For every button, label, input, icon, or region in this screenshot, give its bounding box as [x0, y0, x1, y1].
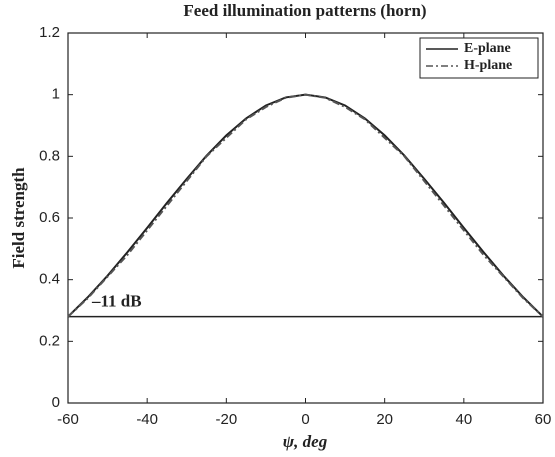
- plot-frame: [67, 32, 544, 404]
- x-tick-label: -20: [215, 411, 237, 428]
- y-tick-label: 0.4: [39, 271, 60, 288]
- y-tick-label: 0.2: [39, 332, 60, 349]
- chart-title: Feed illumination patterns (horn): [183, 1, 426, 20]
- y-tick-label: 1.2: [39, 24, 60, 41]
- legend-box: [419, 37, 539, 79]
- series-line: [67, 93, 544, 318]
- y-tick-label: 0.8: [39, 147, 60, 164]
- y-tick-label: 1: [52, 86, 60, 103]
- x-axis-label: ψ, deg: [283, 432, 328, 451]
- series-line: [67, 93, 544, 318]
- x-tick-label: -60: [57, 411, 79, 428]
- legend-label: E-plane: [464, 41, 511, 56]
- x-tick-label: 40: [455, 411, 472, 428]
- x-tick-label: 60: [535, 411, 552, 428]
- y-axis-label: Field strength: [9, 167, 28, 269]
- x-tick-label: 20: [376, 411, 393, 428]
- legend-label: H-plane: [464, 58, 512, 73]
- x-tick-label: -40: [136, 411, 158, 428]
- y-tick-label: 0: [52, 394, 60, 411]
- x-tick-label: 0: [301, 411, 309, 428]
- reference-label: –11 dB: [91, 292, 142, 311]
- y-tick-label: 0.6: [39, 209, 60, 226]
